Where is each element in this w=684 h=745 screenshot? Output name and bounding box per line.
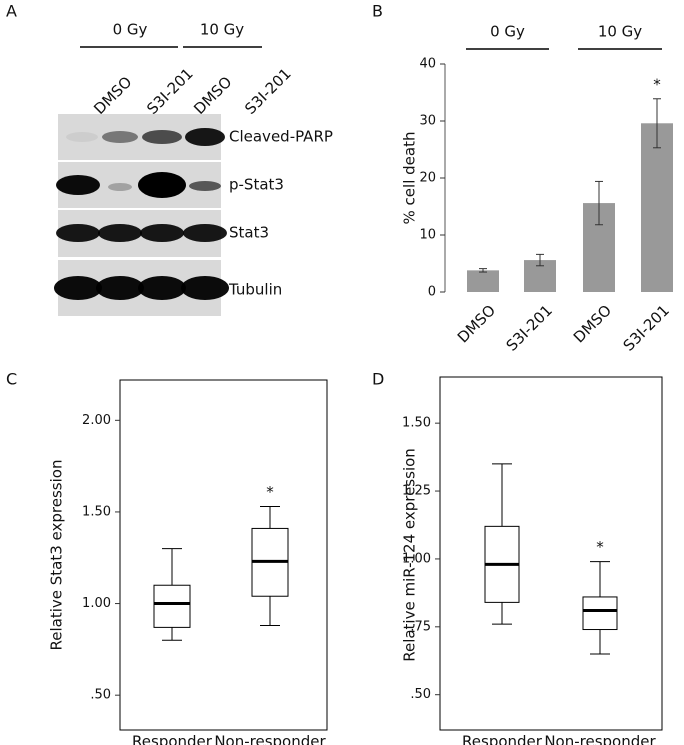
bar	[641, 123, 673, 292]
bar	[467, 270, 499, 292]
y-axis-label: Relative Stat3 expression	[48, 460, 66, 651]
row-label: Tubulin	[228, 281, 282, 299]
significance-mark: *	[596, 538, 604, 556]
error-bar	[479, 268, 487, 273]
panel-label: B	[372, 2, 383, 21]
plot-frame	[439, 376, 663, 731]
x-tick-label: Responder	[132, 733, 213, 745]
y-tick-label: 20	[419, 171, 436, 186]
y-tick-label: 1.25	[402, 484, 431, 499]
lane-label: DMSO	[90, 73, 135, 118]
y-tick-label: .50	[90, 688, 111, 703]
y-axis-label: Relative miR-124 expression	[401, 448, 419, 662]
panel-label: D	[372, 370, 384, 389]
y-tick-label: 40	[419, 57, 436, 72]
x-tick-label: Non-responder	[214, 733, 326, 745]
group-label: 0 Gy	[113, 21, 148, 39]
y-tick-label: 1.50	[402, 416, 431, 431]
y-tick-label: .50	[410, 687, 431, 702]
box	[582, 596, 618, 631]
row-label: Stat3	[229, 224, 269, 242]
error-bar	[595, 180, 603, 226]
row-label: p-Stat3	[229, 176, 284, 194]
y-tick-label: 10	[419, 228, 436, 243]
y-tick-label: 1.00	[82, 596, 111, 611]
lane-label: S3I-201	[241, 65, 294, 118]
x-tick-label: Non-responder	[544, 733, 656, 745]
y-tick-label: 0	[428, 285, 436, 300]
lane-label: DMSO	[190, 73, 235, 118]
y-tick-label: 1.50	[82, 504, 111, 519]
significance-mark: *	[266, 483, 274, 501]
lane-label: S3I-201	[143, 65, 196, 118]
blot-image	[54, 114, 229, 316]
group-label: 10 Gy	[598, 23, 642, 41]
y-tick-label: 2.00	[82, 413, 111, 428]
group-label: 10 Gy	[200, 21, 244, 39]
significance-mark: *	[653, 75, 661, 93]
y-axis-label: % cell death	[401, 132, 419, 225]
x-tick-label: DMSO	[454, 301, 499, 346]
x-tick-label: S3I-201	[620, 301, 673, 354]
y-tick-label: 30	[419, 114, 436, 129]
y-tick-label: 1.00	[402, 551, 431, 566]
panel-label: A	[6, 2, 17, 21]
error-bar	[536, 253, 544, 267]
panel-label: C	[6, 370, 17, 389]
x-tick-label: Responder	[462, 733, 543, 745]
error-bar	[653, 98, 661, 149]
box	[153, 584, 191, 628]
group-label: 0 Gy	[490, 23, 525, 41]
row-label: Cleaved-PARP	[229, 128, 333, 146]
x-tick-label: S3I-201	[503, 301, 556, 354]
x-tick-label: DMSO	[570, 301, 615, 346]
plot-frame	[119, 379, 328, 731]
y-tick-label: .75	[410, 619, 431, 634]
